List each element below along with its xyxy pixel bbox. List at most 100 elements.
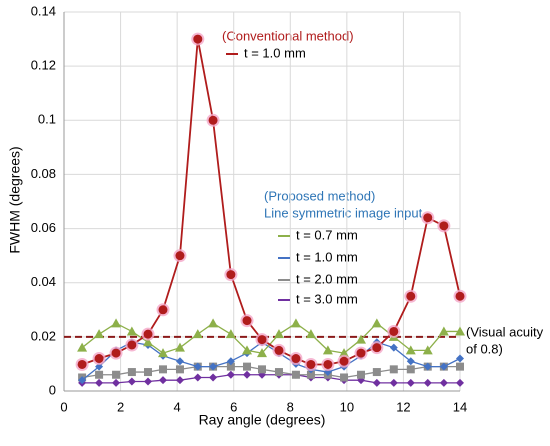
y-tick-label: 0.12: [31, 58, 56, 73]
marker: [226, 370, 235, 379]
marker: [159, 376, 167, 385]
marker: [439, 378, 448, 387]
marker: [226, 362, 235, 371]
marker: [339, 348, 350, 358]
marker: [95, 370, 104, 379]
marker: [226, 357, 235, 366]
marker: [372, 368, 381, 377]
marker: [339, 356, 349, 366]
marker: [78, 376, 87, 385]
marker: [357, 370, 365, 379]
y-tick-label: 0.02: [31, 328, 56, 343]
marker: [77, 342, 88, 352]
marker: [371, 318, 382, 328]
marker: [193, 362, 202, 371]
marker: [112, 370, 121, 379]
marker: [455, 326, 465, 336]
marker: [323, 359, 333, 369]
marker: [322, 345, 333, 355]
marker: [111, 318, 122, 328]
marker: [126, 326, 137, 336]
marker: [175, 376, 184, 385]
marker: [242, 345, 253, 355]
marker: [209, 362, 218, 371]
y-tick-label: 0.04: [31, 274, 56, 289]
x-tick-label: 12: [396, 399, 410, 414]
marker: [175, 357, 184, 366]
reference-label: of 0.8): [466, 341, 503, 356]
marker: [423, 362, 432, 371]
marker: [226, 270, 236, 280]
legend-label: t = 3.0 mm: [296, 291, 358, 306]
marker: [290, 318, 301, 328]
marker: [372, 378, 381, 387]
marker: [439, 362, 448, 371]
marker: [305, 329, 316, 339]
marker: [192, 329, 203, 339]
marker: [438, 326, 449, 336]
marker: [243, 362, 252, 371]
marker: [94, 329, 105, 339]
marker: [340, 373, 349, 382]
marker: [127, 377, 136, 386]
marker: [127, 368, 136, 377]
marker: [406, 291, 416, 301]
legend-label: t = 2.0 mm: [296, 271, 358, 286]
marker: [389, 365, 398, 374]
marker: [306, 370, 315, 379]
marker: [127, 340, 137, 350]
y-tick-label: 0: [49, 382, 56, 397]
x-tick-label: 14: [453, 399, 467, 414]
marker: [77, 359, 87, 369]
marker: [356, 348, 366, 358]
marker: [455, 291, 465, 301]
x-tick-label: 4: [174, 399, 181, 414]
marker: [406, 357, 415, 366]
y-tick-label: 0.08: [31, 166, 56, 181]
marker: [175, 365, 184, 374]
marker: [291, 370, 300, 379]
x-tick-label: 2: [117, 399, 124, 414]
marker: [175, 251, 185, 261]
marker: [389, 378, 398, 387]
legend-label: t = 1.0 mm: [296, 249, 358, 264]
marker: [257, 348, 267, 358]
y-tick-label: 0.06: [31, 220, 56, 235]
marker: [208, 318, 219, 328]
reference-label: (Visual acuity: [466, 324, 544, 339]
marker: [158, 348, 168, 358]
marker: [423, 213, 433, 223]
marker: [356, 334, 366, 344]
marker: [273, 329, 284, 339]
marker: [406, 365, 415, 374]
legend-label: t = 0.7 mm: [296, 227, 358, 242]
marker: [193, 34, 203, 44]
marker: [209, 373, 218, 382]
marker: [405, 345, 416, 355]
marker: [372, 343, 382, 353]
marker: [456, 354, 464, 363]
marker: [144, 368, 153, 377]
x-axis-title: Ray angle (degrees): [199, 412, 326, 428]
marker: [144, 377, 153, 386]
marker: [143, 329, 153, 339]
annotation: (Conventional method): [222, 28, 354, 43]
marker: [423, 378, 432, 387]
y-axis-title: FWHM (degrees): [7, 146, 23, 253]
x-tick-label: 10: [340, 399, 354, 414]
marker: [174, 342, 185, 352]
x-tick-label: 0: [60, 399, 67, 414]
marker: [406, 378, 415, 387]
marker: [258, 365, 266, 374]
marker: [112, 378, 121, 387]
marker: [94, 354, 104, 364]
marker: [111, 348, 121, 358]
marker: [306, 359, 316, 369]
marker: [143, 337, 154, 347]
marker: [389, 326, 399, 336]
marker: [456, 362, 464, 371]
marker: [257, 335, 267, 345]
marker: [242, 316, 252, 326]
marker: [274, 368, 283, 377]
